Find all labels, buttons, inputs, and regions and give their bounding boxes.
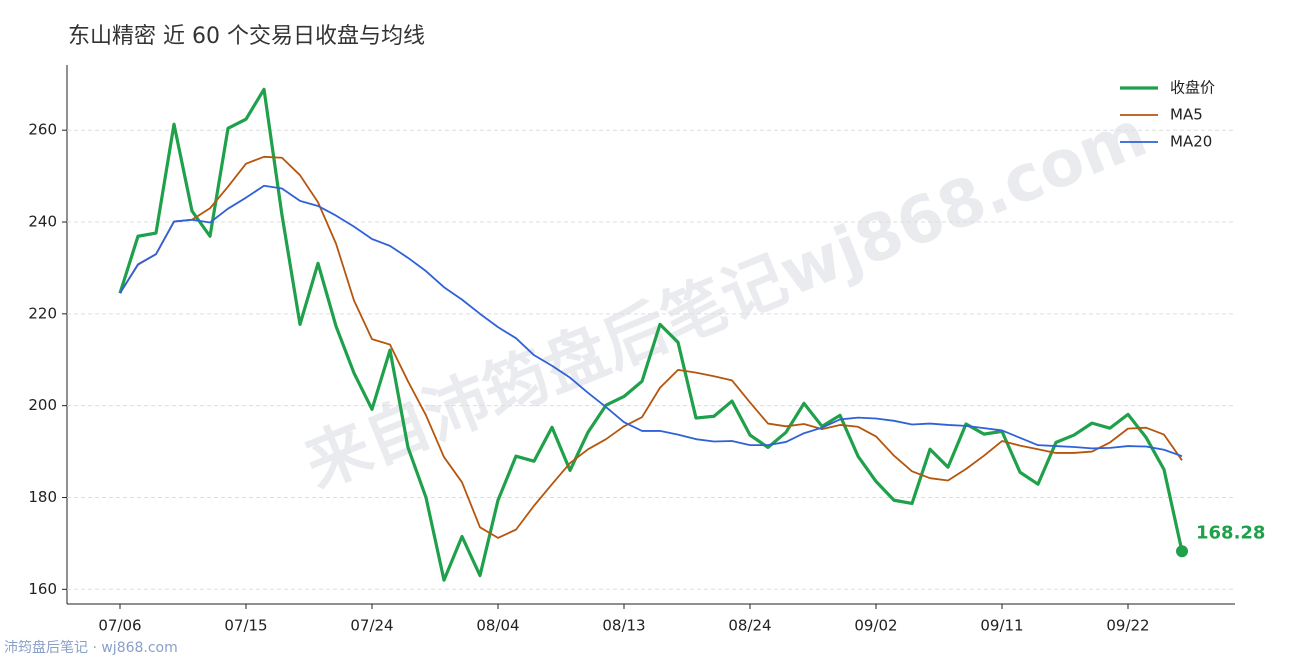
series-line [119,184,1183,458]
legend-label: MA20 [1170,133,1212,151]
footer: 沛筠盘后笔记 · wj868.com [4,639,178,656]
y-tick-label: 180 [28,488,57,506]
x-tick-label: 08/04 [476,617,519,635]
x-tick-label: 09/11 [980,617,1023,635]
legend-label: MA5 [1170,106,1203,124]
x-tick-label: 09/02 [854,617,897,635]
last-point [1176,545,1188,558]
last-value-label: 168.28 [1196,522,1265,543]
y-tick-label: 240 [28,213,57,231]
y-tick-label: 220 [28,304,57,322]
y-tick-label: 200 [28,396,57,414]
series-line [118,87,1184,582]
x-tick-label: 08/13 [602,617,645,635]
x-tick-label: 09/22 [1106,617,1149,635]
x-tick-label: 08/24 [728,617,771,635]
chart-title: 东山精密 近 60 个交易日收盘与均线 [68,24,425,49]
y-tick-label: 260 [28,121,57,139]
watermark: 来自沛筠盘后笔记wj868.com [295,97,1157,503]
x-tick-label: 07/15 [224,617,267,635]
legend-label: 收盘价 [1170,79,1215,97]
series-line [119,155,1183,539]
x-tick-label: 07/24 [350,617,393,635]
y-tick-label: 160 [28,580,57,598]
x-tick-label: 07/06 [98,617,141,635]
